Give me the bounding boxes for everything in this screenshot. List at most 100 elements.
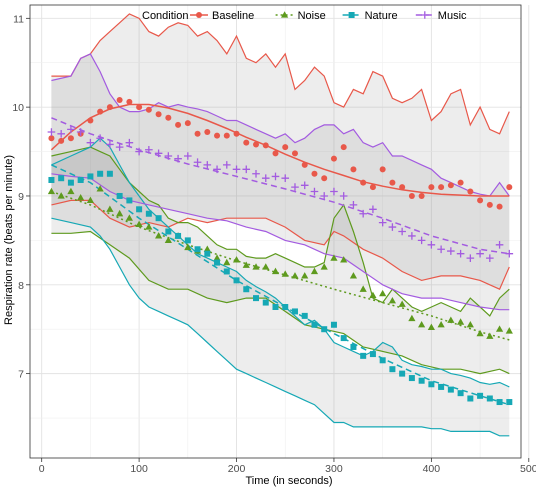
data-points — [47, 97, 514, 406]
point-baseline — [272, 150, 279, 157]
y-tick-label: 10 — [12, 102, 24, 114]
point-noise — [437, 320, 445, 328]
point-noise — [486, 332, 494, 339]
point-music — [164, 152, 173, 160]
point-music — [145, 145, 153, 154]
point-music — [281, 174, 290, 183]
point-music — [466, 254, 475, 262]
point-music — [115, 143, 124, 151]
point-baseline — [97, 108, 104, 115]
legend-item-baseline: Baseline — [190, 10, 254, 22]
point-baseline — [194, 130, 201, 137]
x-tick-label: 500 — [520, 463, 536, 475]
point-music — [125, 138, 134, 147]
point-noise — [427, 323, 435, 331]
y-tick-label: 11 — [13, 13, 24, 25]
point-noise — [47, 187, 56, 195]
point-noise — [301, 272, 309, 279]
point-nature — [67, 179, 74, 186]
point-music — [369, 205, 377, 214]
point-nature — [48, 176, 55, 183]
point-baseline — [67, 135, 74, 142]
point-noise — [418, 320, 426, 328]
point-baseline — [223, 132, 230, 139]
point-nature — [418, 377, 425, 384]
x-tick-label: 300 — [325, 463, 343, 475]
point-music — [505, 249, 514, 258]
point-baseline — [379, 166, 386, 173]
point-baseline — [291, 150, 298, 157]
point-nature — [87, 173, 94, 180]
point-baseline — [340, 144, 347, 151]
point-baseline — [350, 166, 357, 173]
point-baseline — [155, 111, 162, 118]
gridlines — [30, 5, 530, 458]
point-nature — [233, 277, 240, 284]
point-baseline — [301, 161, 308, 168]
point-noise — [203, 245, 211, 252]
point-music — [388, 223, 397, 231]
point-baseline — [321, 175, 328, 182]
point-noise — [271, 267, 280, 275]
legend-key-marker — [196, 12, 202, 18]
point-baseline — [184, 120, 191, 127]
point-music — [349, 201, 358, 209]
point-nature — [438, 383, 445, 390]
point-noise — [242, 261, 250, 268]
point-music — [378, 218, 387, 227]
point-music — [57, 129, 65, 138]
point-nature — [340, 335, 347, 342]
point-nature — [165, 228, 172, 235]
point-nature — [486, 395, 493, 402]
point-music — [106, 140, 114, 149]
point-music — [417, 236, 426, 245]
point-nature — [360, 352, 367, 359]
point-noise — [466, 320, 474, 328]
point-music — [486, 254, 494, 262]
x-tick-label: 0 — [39, 463, 45, 475]
band-noise — [51, 147, 510, 374]
point-noise — [77, 193, 85, 201]
point-nature — [175, 232, 182, 239]
point-nature — [447, 386, 454, 393]
point-baseline — [418, 192, 425, 199]
point-music — [213, 165, 221, 174]
legend-title: Condition — [142, 10, 188, 22]
point-nature — [369, 351, 376, 358]
point-nature — [389, 366, 396, 373]
point-noise — [116, 209, 124, 217]
point-baseline — [253, 141, 260, 148]
point-nature — [272, 304, 279, 310]
point-noise — [213, 254, 221, 261]
point-baseline — [506, 184, 513, 191]
point-nature — [116, 192, 123, 199]
point-music — [203, 161, 212, 169]
point-music — [437, 245, 445, 254]
point-nature — [155, 215, 162, 222]
point-noise — [505, 327, 513, 334]
band-upper-music — [51, 53, 510, 197]
point-noise — [349, 272, 358, 279]
x-axis-title: Time (in seconds) — [245, 475, 332, 487]
point-noise — [223, 258, 231, 266]
point-nature — [194, 246, 201, 253]
point-music — [96, 134, 104, 143]
point-music — [339, 192, 348, 200]
point-baseline — [214, 132, 221, 139]
point-music — [398, 227, 406, 236]
point-music — [291, 183, 299, 191]
point-noise — [135, 220, 143, 227]
point-baseline — [438, 184, 445, 191]
point-nature — [428, 381, 435, 388]
point-baseline — [360, 179, 367, 186]
band-boundary-lines — [51, 13, 510, 437]
point-noise — [145, 223, 153, 230]
x-tick-label: 100 — [130, 463, 148, 475]
trend-music — [51, 117, 510, 255]
point-baseline — [87, 117, 94, 124]
point-baseline — [48, 135, 55, 142]
legend-item-nature: Nature — [342, 10, 398, 22]
point-nature — [291, 308, 298, 315]
band-upper-noise — [51, 146, 510, 317]
